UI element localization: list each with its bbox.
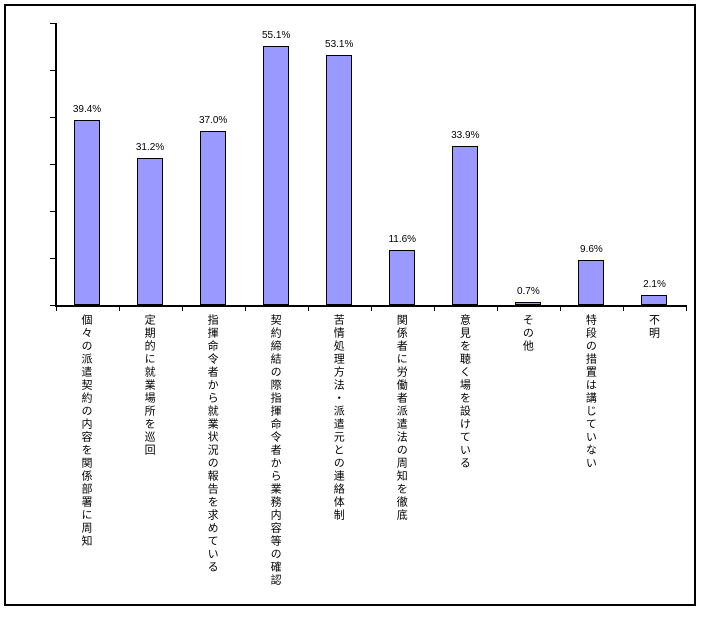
x-axis-tick — [433, 306, 435, 311]
x-axis-tick — [496, 306, 498, 311]
y-axis-tick — [49, 70, 56, 71]
bar-value-label: 55.1% — [261, 30, 291, 42]
bar — [263, 46, 290, 305]
x-axis-tick — [370, 306, 372, 311]
x-axis-tick — [118, 306, 120, 311]
category-label: 意見を聴く場を設けている — [458, 314, 471, 470]
y-axis-tick — [49, 117, 56, 118]
category-label: 定期的に就業場所を巡回 — [143, 314, 156, 457]
bar-value-label: 33.9% — [451, 129, 480, 141]
bar — [74, 119, 101, 305]
bar — [200, 131, 227, 305]
bar-value-label: 2.1% — [643, 279, 666, 291]
x-axis-tick — [55, 306, 57, 311]
category-label: 特段の措置は講じていない — [584, 314, 597, 470]
category-label: 関係者に労働者派遣法の周知を徹底 — [395, 314, 408, 522]
bar — [326, 55, 353, 305]
bar — [641, 295, 668, 305]
bar-value-label: 37.0% — [198, 115, 228, 127]
bar-value-label: 53.1% — [325, 39, 354, 51]
x-axis-tick — [686, 306, 687, 311]
x-axis-tick — [181, 306, 183, 311]
bar-value-label: 0.7% — [516, 285, 540, 297]
y-axis-line — [55, 23, 57, 307]
bar-value-label: 11.6% — [388, 234, 417, 246]
category-label: その他 — [521, 314, 534, 353]
x-axis-tick — [244, 306, 246, 311]
category-label: 苦情処理方法・派遣元との連絡体制 — [332, 314, 345, 522]
y-axis-tick — [49, 164, 56, 165]
bar — [452, 145, 479, 305]
bar-value-label: 9.6% — [580, 243, 603, 255]
y-axis-tick — [49, 258, 56, 259]
y-axis-tick — [49, 211, 56, 212]
category-label: 個々の派遣契約の内容を関係部署に周知 — [80, 314, 93, 548]
x-axis-tick — [622, 306, 624, 311]
category-label: 指揮命令者から就業状況の報告を求めている — [206, 314, 219, 574]
category-label: 不明 — [647, 314, 660, 340]
y-axis-tick — [49, 305, 56, 306]
bar — [137, 158, 164, 305]
x-axis-tick — [307, 306, 309, 311]
bar — [578, 259, 605, 305]
y-axis-tick — [49, 23, 56, 24]
bar-value-label: 31.2% — [135, 142, 165, 154]
x-axis-tick — [559, 306, 561, 311]
category-label: 契約締結の際指揮命令者から業務内容等の確認 — [269, 314, 282, 587]
bar — [389, 250, 416, 305]
bar — [515, 301, 542, 305]
bar-value-label: 39.4% — [72, 103, 102, 115]
